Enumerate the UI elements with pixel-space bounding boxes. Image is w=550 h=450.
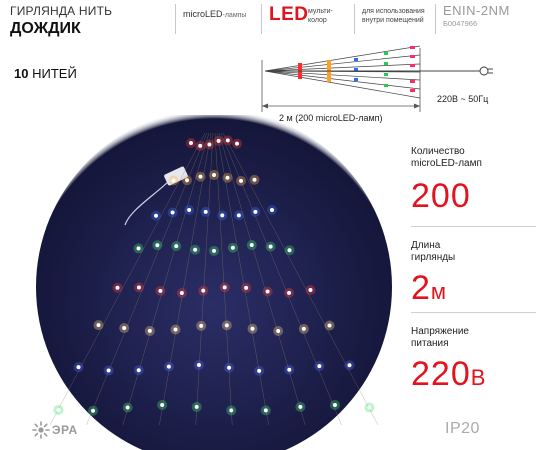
spec-voltage: Напряжение питания 220В xyxy=(411,326,535,396)
header-divider xyxy=(175,4,176,34)
indoor-line1: для использования xyxy=(362,8,425,15)
header-divider xyxy=(354,4,355,34)
spec-length-label2: гирлянды xyxy=(411,252,456,263)
spec-lamp-count-label2: microLED-ламп xyxy=(411,158,482,169)
spec-voltage-value: 220В xyxy=(411,356,535,396)
brand-logo-text: ЭРА xyxy=(52,423,78,437)
spec-voltage-label1: Напряжение xyxy=(411,326,469,337)
spec-length-label1: Длина xyxy=(411,240,441,251)
spec-lamp-count: Количество microLED-ламп 200 xyxy=(411,146,535,214)
product-title-line1: ГИРЛЯНДА НИТЬ xyxy=(10,4,113,18)
lamp-type-label: microLED-лампы xyxy=(183,9,246,19)
spec-lamp-count-number: 200 xyxy=(411,177,471,215)
spec-length-value: 2м xyxy=(411,270,535,310)
product-title-line2: ДОЖДИК xyxy=(10,20,81,37)
spec-length: Длина гирлянды 2м xyxy=(411,240,535,310)
threads-count: 10 НИТЕЙ xyxy=(14,66,77,81)
multicolor-line2: колор xyxy=(308,17,327,24)
length-label: 2 м (200 microLED-ламп) xyxy=(279,113,383,123)
product-header: ГИРЛЯНДА НИТЬ ДОЖДИК microLED-лампы LED … xyxy=(0,0,550,45)
garland-photo xyxy=(36,115,392,450)
spec-lamp-count-value: 200 xyxy=(411,178,535,214)
multicolor-line1: мульти- xyxy=(308,8,333,15)
lamp-type-suffix: -лампы xyxy=(222,12,247,19)
wiring-diagram: 220В ~ 50Гц 2 м (200 microLED-ламп) xyxy=(250,40,500,130)
spec-divider xyxy=(411,312,536,313)
indoor-use-label: для использования внутри помещений xyxy=(362,7,425,25)
spec-lamp-count-label1: Количество xyxy=(411,146,465,157)
led-badge: LED xyxy=(269,4,309,25)
multicolor-label: мульти- колор xyxy=(308,7,333,25)
spec-length-unit: м xyxy=(430,279,448,304)
model-number: ENIN-2NM xyxy=(443,3,510,18)
product-code: Б0047966 xyxy=(443,19,478,28)
voltage-label: 220В ~ 50Гц xyxy=(437,94,489,104)
ip-rating: IP20 xyxy=(445,420,480,437)
spec-voltage-number: 220 xyxy=(411,355,471,393)
threads-number: 10 xyxy=(14,66,29,81)
spec-length-number: 2 xyxy=(411,269,431,307)
indoor-line2: внутри помещений xyxy=(362,17,424,24)
header-divider xyxy=(435,4,436,34)
spec-voltage-label2: питания xyxy=(411,338,449,349)
era-logo-icon xyxy=(32,421,50,439)
threads-label: НИТЕЙ xyxy=(32,66,77,81)
spec-voltage-unit: В xyxy=(470,365,487,390)
lamp-type-text: microLED xyxy=(183,9,223,19)
product-photo xyxy=(30,115,398,450)
wiring-diagram-graphic xyxy=(261,45,493,112)
spec-divider xyxy=(411,226,536,227)
header-divider xyxy=(261,4,262,34)
